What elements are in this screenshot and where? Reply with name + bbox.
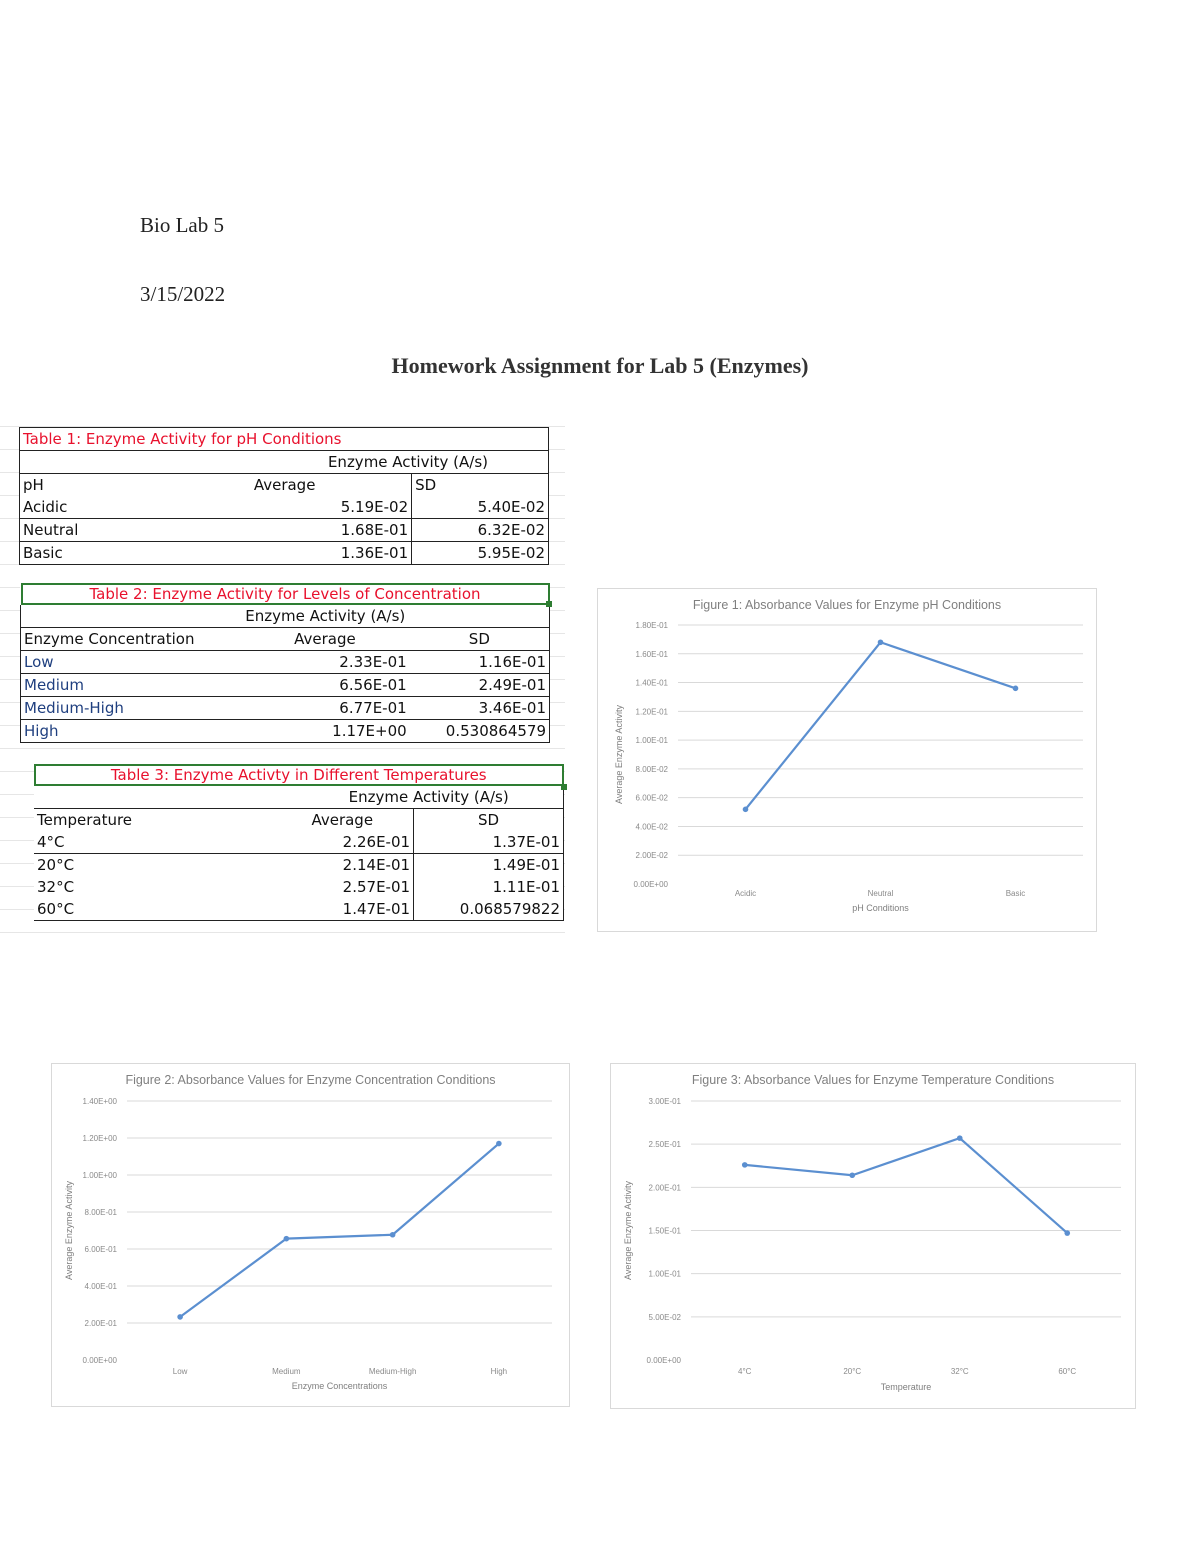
data-point-marker xyxy=(956,1135,963,1141)
x-tick-label: Low xyxy=(173,1367,188,1376)
data-series-line xyxy=(744,1136,1068,1234)
x-tick-label: 20°C xyxy=(843,1367,861,1376)
y-tick-label: 1.20E+00 xyxy=(83,1134,118,1143)
x-tick-label: Neutral xyxy=(868,889,894,898)
y-axis-title: Average Enzyme Activity xyxy=(623,1181,633,1280)
table-row: 32°C 2.57E-01 1.11E-01 xyxy=(34,876,564,898)
x-tick-label: 60°C xyxy=(1058,1367,1076,1376)
line-chart: Figure 1: Absorbance Values for Enzyme p… xyxy=(614,598,1083,913)
table-row: High 1.17E+00 0.530864579 xyxy=(20,719,550,743)
chart-title: Figure 3: Absorbance Values for Enzyme T… xyxy=(692,1073,1054,1087)
y-tick-label: 1.40E+00 xyxy=(83,1097,118,1106)
x-tick-label: 32°C xyxy=(951,1367,969,1376)
table-title: Table 2: Enzyme Activity for Levels of C… xyxy=(20,583,550,605)
y-tick-label: 1.00E-01 xyxy=(649,1270,682,1279)
data-point-marker xyxy=(741,1162,748,1168)
column-header: Enzyme Concentration xyxy=(20,627,241,651)
table-title: Table 3: Enzyme Activty in Different Tem… xyxy=(34,764,564,786)
data-point-marker xyxy=(496,1140,502,1147)
x-tick-label: Acidic xyxy=(735,889,756,898)
group-header: Enzyme Activity (A/s) xyxy=(263,786,564,809)
y-tick-label: 5.00E-02 xyxy=(649,1313,682,1322)
group-header: Enzyme Activity (A/s) xyxy=(240,605,551,628)
group-header: Enzyme Activity (A/s) xyxy=(243,450,549,474)
y-tick-label: 6.00E-01 xyxy=(85,1245,118,1254)
line-chart: Figure 3: Absorbance Values for Enzyme T… xyxy=(623,1073,1121,1392)
y-tick-label: 3.00E-01 xyxy=(649,1097,682,1106)
selection-handle[interactable] xyxy=(546,601,552,607)
document-title: Homework Assignment for Lab 5 (Enzymes) xyxy=(391,353,809,378)
x-axis-title: Enzyme Concentrations xyxy=(292,1381,388,1391)
column-header: Average xyxy=(311,811,374,829)
table-row: 60°C 1.47E-01 0.068579822 xyxy=(34,898,564,921)
data-point-marker xyxy=(849,1172,856,1179)
table-row: Basic 1.36E-01 5.95E-02 xyxy=(18,541,549,565)
data-point-marker xyxy=(1064,1230,1071,1236)
data-point-marker xyxy=(1012,685,1019,692)
data-point-marker xyxy=(389,1231,396,1238)
y-axis-title: Average Enzyme Activity xyxy=(614,705,624,804)
data-point-marker xyxy=(283,1235,290,1242)
column-header: SD xyxy=(413,808,564,831)
table-row: 20°C 2.14E-01 1.49E-01 xyxy=(34,853,564,876)
table-row: Medium 6.56E-01 2.49E-01 xyxy=(20,673,550,697)
x-tick-label: 4°C xyxy=(738,1367,752,1376)
column-header: Average xyxy=(294,630,356,648)
y-tick-label: 1.80E-01 xyxy=(636,621,669,630)
y-tick-label: 1.00E+00 xyxy=(83,1171,118,1180)
y-tick-label: 2.00E-01 xyxy=(85,1319,118,1328)
x-tick-label: Basic xyxy=(1006,889,1026,898)
data-point-marker xyxy=(742,806,749,813)
y-tick-label: 2.50E-01 xyxy=(649,1140,682,1149)
table-row: Acidic 5.19E-02 5.40E-02 xyxy=(18,496,549,519)
y-tick-label: 0.00E+00 xyxy=(634,880,669,889)
table-temperature: Table 3: Enzyme Activty in Different Tem… xyxy=(34,764,564,921)
table-row: Low 2.33E-01 1.16E-01 xyxy=(20,650,550,674)
data-series-line xyxy=(179,1142,500,1318)
y-tick-label: 1.50E-01 xyxy=(649,1227,682,1236)
y-axis-title: Average Enzyme Activity xyxy=(64,1181,74,1280)
column-header: Temperature xyxy=(37,811,133,829)
y-tick-label: 2.00E-01 xyxy=(649,1183,682,1192)
y-tick-label: 0.00E+00 xyxy=(83,1356,118,1365)
line-chart: Figure 2: Absorbance Values for Enzyme C… xyxy=(64,1073,552,1391)
table-title: Table 1: Enzyme Activity for pH Conditio… xyxy=(19,427,549,451)
selection-handle[interactable] xyxy=(561,784,567,790)
y-tick-label: 0.00E+00 xyxy=(647,1356,682,1365)
y-tick-label: 1.20E-01 xyxy=(636,707,669,716)
document-date: 3/15/2022 xyxy=(140,282,226,306)
y-tick-label: 1.60E-01 xyxy=(636,650,669,659)
figure-1-ph-chart[interactable]: Figure 1: Absorbance Values for Enzyme p… xyxy=(597,588,1097,932)
x-tick-label: High xyxy=(491,1367,507,1376)
figure-2-concentration-chart[interactable]: Figure 2: Absorbance Values for Enzyme C… xyxy=(51,1063,570,1407)
x-tick-label: Medium xyxy=(272,1367,301,1376)
table-ph-conditions: Table 1: Enzyme Activity for pH Conditio… xyxy=(18,427,549,565)
table-row: Neutral 1.68E-01 6.32E-02 xyxy=(18,518,549,542)
y-tick-label: 4.00E-02 xyxy=(636,822,669,831)
column-header: Average xyxy=(253,476,316,494)
data-series-line xyxy=(744,640,1016,811)
x-axis-title: Temperature xyxy=(881,1382,932,1392)
table-row: 4°C 2.26E-01 1.37E-01 xyxy=(34,831,564,854)
x-tick-label: Medium-High xyxy=(369,1367,417,1376)
chart-title: Figure 1: Absorbance Values for Enzyme p… xyxy=(693,598,1001,612)
table-row: Medium-High 6.77E-01 3.46E-01 xyxy=(20,696,550,720)
y-tick-label: 8.00E-01 xyxy=(85,1208,118,1217)
chart-title: Figure 2: Absorbance Values for Enzyme C… xyxy=(125,1073,495,1087)
y-tick-label: 2.00E-02 xyxy=(636,851,669,860)
data-point-marker xyxy=(177,1314,183,1320)
x-axis-title: pH Conditions xyxy=(852,903,909,913)
course-name: Bio Lab 5 xyxy=(140,213,224,237)
column-header: SD xyxy=(409,627,550,651)
y-tick-label: 1.40E-01 xyxy=(636,679,669,688)
column-header: SD xyxy=(411,473,549,496)
data-point-marker xyxy=(877,639,884,646)
y-tick-label: 1.00E-01 xyxy=(636,736,669,745)
y-tick-label: 4.00E-01 xyxy=(85,1282,118,1291)
y-tick-label: 8.00E-02 xyxy=(636,765,669,774)
y-tick-label: 6.00E-02 xyxy=(636,794,669,803)
table-concentration: Table 2: Enzyme Activity for Levels of C… xyxy=(20,583,551,743)
figure-3-temperature-chart[interactable]: Figure 3: Absorbance Values for Enzyme T… xyxy=(610,1063,1136,1409)
column-header: pH xyxy=(18,473,244,496)
